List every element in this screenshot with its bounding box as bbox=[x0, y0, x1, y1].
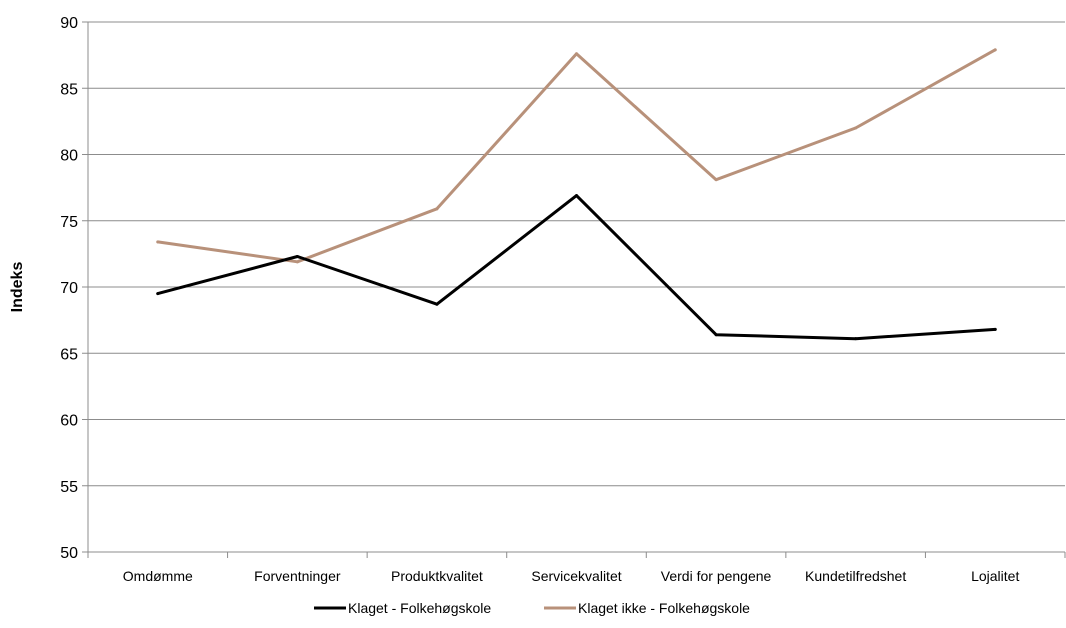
data-point bbox=[854, 126, 858, 130]
x-tick-label: Lojalitet bbox=[971, 568, 1019, 584]
y-tick-label: 75 bbox=[60, 214, 78, 231]
data-point bbox=[993, 327, 997, 331]
x-tick-label: Omdømme bbox=[123, 568, 193, 584]
x-tick-labels: Omdømme Forventninger Produktkvalitet Servi… bbox=[123, 568, 1020, 584]
series-lines bbox=[156, 48, 997, 341]
y-tick-label: 70 bbox=[60, 280, 78, 297]
y-tick-label: 85 bbox=[60, 81, 78, 98]
x-tick-label: Kundetilfredshet bbox=[805, 568, 906, 584]
data-point bbox=[993, 48, 997, 52]
y-tick-label: 60 bbox=[60, 413, 78, 430]
x-tick-label: Verdi for pengene bbox=[661, 568, 772, 584]
y-tick-label: 90 bbox=[60, 15, 78, 32]
data-point bbox=[714, 333, 718, 337]
data-point bbox=[295, 255, 299, 259]
data-point bbox=[714, 178, 718, 182]
y-tick-label: 65 bbox=[60, 346, 78, 363]
axes bbox=[82, 21, 1066, 558]
data-point bbox=[575, 194, 578, 198]
grid-lines bbox=[88, 21, 1065, 487]
data-point bbox=[575, 52, 578, 56]
legend-label: Klaget - Folkehøgskole bbox=[348, 600, 491, 616]
data-point bbox=[854, 337, 858, 341]
y-tick-labels: 50 55 60 65 70 75 80 85 90 bbox=[60, 15, 78, 562]
data-point bbox=[156, 292, 160, 296]
x-tick-label: Forventninger bbox=[254, 568, 341, 584]
y-axis-title: Indeks bbox=[9, 262, 26, 313]
data-point bbox=[156, 240, 160, 244]
series-line-1 bbox=[156, 194, 997, 341]
y-tick-label: 80 bbox=[60, 148, 78, 165]
data-point bbox=[435, 302, 439, 306]
data-point bbox=[435, 207, 439, 211]
legend: Klaget - Folkehøgskole Klaget ikke - Folk… bbox=[314, 600, 750, 616]
x-tick-label: Produktkvalitet bbox=[391, 568, 483, 584]
y-tick-label: 55 bbox=[60, 479, 78, 496]
y-tick-label: 50 bbox=[60, 545, 78, 562]
series-line-2 bbox=[156, 48, 997, 264]
legend-label: Klaget ikke - Folkehøgskole bbox=[578, 600, 750, 616]
data-point bbox=[295, 260, 299, 264]
x-tick-label: Servicekvalitet bbox=[531, 568, 621, 584]
